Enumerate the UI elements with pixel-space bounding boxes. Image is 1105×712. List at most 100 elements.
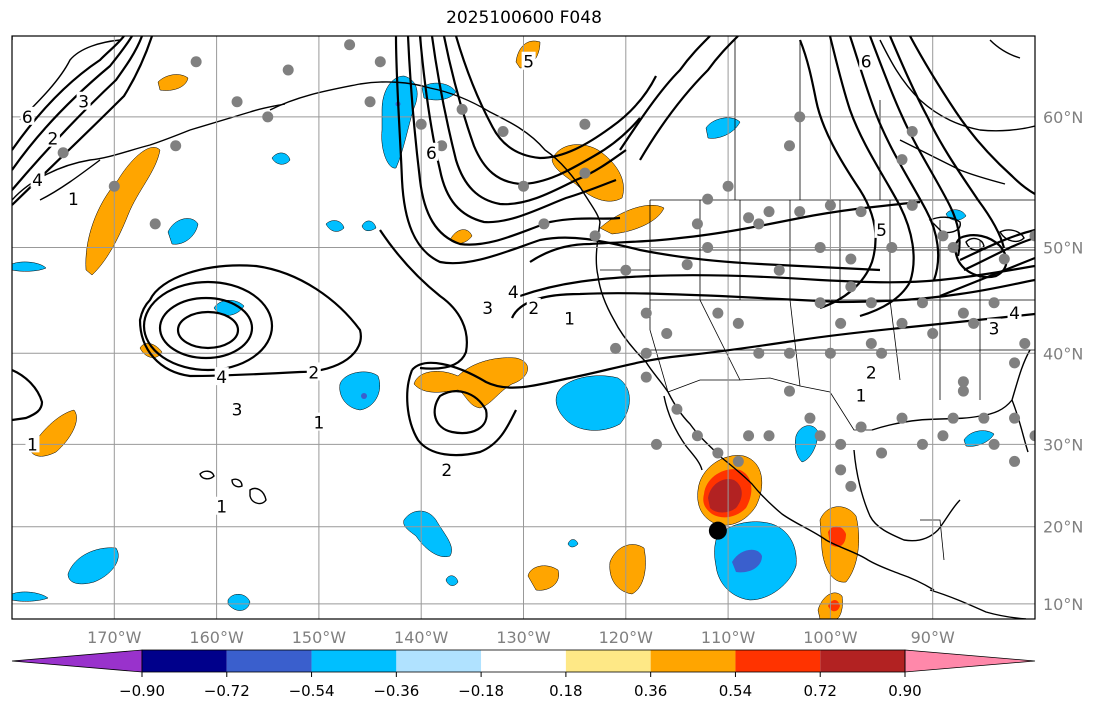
station-point xyxy=(1050,386,1061,397)
contour-label-backdrop xyxy=(214,496,229,515)
contour-label: 2 xyxy=(441,461,452,481)
contour-line xyxy=(418,36,617,224)
contour-label-backdrop xyxy=(25,434,40,453)
negative-anomaly xyxy=(403,510,452,558)
longitude-label: 130°W xyxy=(496,628,551,647)
contour-label: 1 xyxy=(216,498,227,518)
colorbar-extend-high xyxy=(904,649,1036,673)
station-point xyxy=(957,376,969,388)
contour-line xyxy=(888,36,1006,249)
very-strong-positive-anomaly xyxy=(708,478,742,513)
contour-line xyxy=(411,312,1035,389)
station-point xyxy=(794,206,806,218)
longitude-label: 90°W xyxy=(911,628,955,647)
station-point xyxy=(937,430,949,442)
longitude-label: 150°W xyxy=(292,628,347,647)
colorbar-tick-label: −0.72 xyxy=(204,682,250,700)
station-point xyxy=(835,317,847,329)
latitude-label: 40°N xyxy=(1043,344,1083,363)
contour-line xyxy=(394,36,881,272)
station-point xyxy=(876,347,888,359)
contour-lines xyxy=(12,36,1035,457)
station-point xyxy=(1070,413,1081,424)
contour-label-backdrop xyxy=(311,412,326,431)
contour-label-backdrop xyxy=(506,282,521,301)
longitude-label: 120°W xyxy=(599,628,654,647)
contour-label: 2 xyxy=(866,363,877,383)
contour-line xyxy=(12,368,44,422)
station-point xyxy=(896,412,908,424)
contour-label: 1 xyxy=(27,435,38,455)
contour-label: 3 xyxy=(78,93,89,113)
negative-anomaly xyxy=(361,220,377,231)
negative-anomaly xyxy=(555,375,630,431)
station-point xyxy=(231,96,243,108)
station-point xyxy=(804,412,816,424)
negative-anomaly xyxy=(445,575,459,586)
contour-label: 2 xyxy=(308,363,319,383)
station-point xyxy=(814,430,826,442)
colorbar-outline xyxy=(141,649,906,673)
contour-line xyxy=(454,36,657,160)
contour-line xyxy=(406,369,517,457)
station-point xyxy=(170,140,182,152)
station-point xyxy=(712,447,724,459)
colorbar-segment xyxy=(565,650,651,672)
colorbar: −0.90 −0.72 −0.54 −0.36 −0.18 0.18 0.36 0.54 0.7… xyxy=(11,649,1036,700)
colorbar-tick-label: 0.18 xyxy=(549,682,582,700)
station-point xyxy=(456,103,468,115)
station-point xyxy=(620,264,632,276)
colorbar-segment xyxy=(820,650,905,672)
station-point xyxy=(1091,404,1102,415)
contour-line xyxy=(12,36,144,191)
contour-line xyxy=(909,36,1035,195)
station-point xyxy=(794,111,806,123)
station-point xyxy=(640,371,652,383)
station-point xyxy=(876,447,888,459)
colorbar-tick-label: 0.72 xyxy=(804,682,837,700)
contour-label: 1 xyxy=(313,414,324,434)
negative-anomaly xyxy=(167,218,199,245)
station-point xyxy=(722,180,734,192)
station-point xyxy=(886,242,898,254)
contour-label-backdrop xyxy=(306,362,321,381)
contour-label-backdrop xyxy=(20,106,35,125)
station-point xyxy=(518,180,529,192)
negative-anomaly xyxy=(325,220,345,232)
graticule xyxy=(12,36,1035,619)
contour-label: 1 xyxy=(68,190,79,210)
map-frame xyxy=(11,35,1036,620)
station-point xyxy=(732,317,744,329)
contour-line xyxy=(519,264,1035,298)
contour-label: 4 xyxy=(32,171,43,191)
contour-label-backdrop xyxy=(424,142,439,161)
colorbar-segment xyxy=(142,650,227,672)
station-point xyxy=(640,347,652,359)
contour-label-backdrop xyxy=(480,297,495,316)
longitude-label: 140°W xyxy=(394,628,449,647)
station-point xyxy=(855,206,867,218)
strong-negative-anomaly xyxy=(361,393,367,399)
station-point xyxy=(783,140,795,152)
latitude-label: 20°N xyxy=(1043,518,1083,537)
station-point xyxy=(927,328,939,340)
latitude-label: 10°N xyxy=(1043,595,1083,614)
station-point xyxy=(824,347,836,359)
contour-label: 6 xyxy=(861,53,872,73)
station-point xyxy=(1029,430,1035,442)
negative-anomaly xyxy=(339,371,380,411)
station-point xyxy=(671,403,683,415)
latitude-label: 60°N xyxy=(1043,108,1083,127)
station-point xyxy=(1060,328,1071,339)
station-point xyxy=(1081,308,1092,319)
negative-anomaly xyxy=(271,152,291,165)
positive-anomaly xyxy=(609,544,646,595)
station-point xyxy=(1009,455,1021,467)
station-point xyxy=(896,317,908,329)
station-point xyxy=(589,230,601,242)
contour-label-backdrop xyxy=(874,219,889,238)
station-point xyxy=(702,193,714,205)
contour-line xyxy=(12,36,133,171)
contour-ring xyxy=(176,310,240,350)
